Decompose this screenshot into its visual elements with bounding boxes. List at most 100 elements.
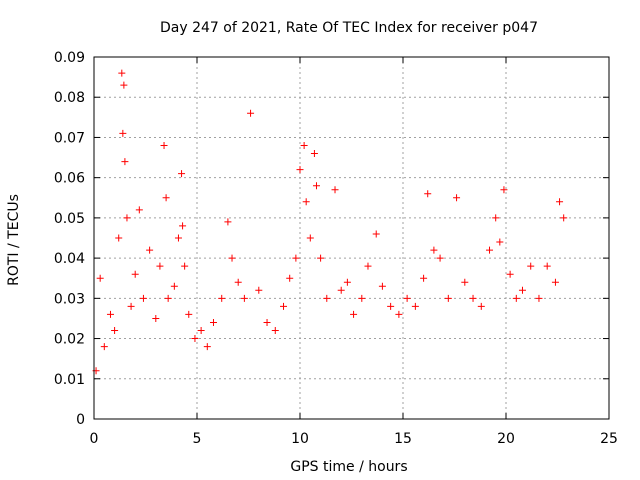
data-point: [228, 254, 236, 262]
data-point: [135, 206, 143, 214]
y-tick-label: 0.06: [54, 171, 85, 187]
data-point: [527, 262, 535, 270]
data-point: [372, 230, 380, 238]
data-point: [378, 282, 386, 290]
data-point: [280, 302, 288, 310]
data-point: [191, 335, 199, 343]
data-point: [395, 310, 403, 318]
data-point: [224, 218, 232, 226]
data-point: [331, 186, 339, 194]
data-point: [271, 327, 279, 335]
y-tick-label: 0.08: [54, 90, 85, 106]
data-point: [310, 150, 318, 158]
data-point: [234, 278, 242, 286]
data-point: [164, 294, 172, 302]
data-point: [123, 214, 131, 222]
y-tick-label: 0.07: [54, 130, 85, 146]
data-point: [477, 302, 485, 310]
data-point: [492, 214, 500, 222]
x-tick-label: 0: [90, 431, 99, 447]
data-point: [506, 270, 514, 278]
x-tick-label: 20: [497, 431, 515, 447]
y-tick-label: 0.02: [54, 332, 85, 348]
data-point: [247, 109, 255, 117]
data-point: [444, 294, 452, 302]
data-point: [106, 310, 114, 318]
data-point: [302, 198, 310, 206]
data-point: [500, 186, 508, 194]
data-point: [152, 314, 160, 322]
data-point: [323, 294, 331, 302]
data-point: [543, 262, 551, 270]
data-point: [146, 246, 154, 254]
data-point: [560, 214, 568, 222]
data-point: [496, 238, 504, 246]
data-point: [518, 286, 526, 294]
data-point: [403, 294, 411, 302]
data-point: [469, 294, 477, 302]
x-tick-label: 25: [600, 431, 618, 447]
chart-title: Day 247 of 2021, Rate Of TEC Index for r…: [160, 20, 538, 36]
data-point: [263, 318, 271, 326]
grid: [94, 57, 609, 419]
data-point: [350, 310, 358, 318]
y-tick-label: 0.03: [54, 291, 85, 307]
data-point: [436, 254, 444, 262]
data-point: [556, 198, 564, 206]
data-point: [139, 294, 147, 302]
data-point: [179, 222, 187, 230]
data-point: [512, 294, 520, 302]
data-point: [430, 246, 438, 254]
axis-ticks: 0 0.01 0.02 0.03 0.04 0.05 0.06 0.07 0.08 0.09 0 5 1…: [54, 50, 618, 447]
data-point: [535, 294, 543, 302]
data-point: [387, 302, 395, 310]
data-point: [364, 262, 372, 270]
data-point: [96, 274, 104, 282]
data-point: [121, 158, 129, 166]
data-point: [240, 294, 248, 302]
y-axis-label: ROTI / TECUs: [6, 194, 22, 286]
data-point: [178, 170, 186, 178]
data-point: [174, 234, 182, 242]
y-tick-label: 0: [76, 412, 85, 428]
data-point: [209, 318, 217, 326]
x-tick-label: 5: [193, 431, 202, 447]
x-tick-label: 10: [291, 431, 309, 447]
data-point: [343, 278, 351, 286]
data-point: [255, 286, 263, 294]
y-tick-label: 0.05: [54, 211, 85, 227]
data-point: [156, 262, 164, 270]
data-point: [127, 302, 135, 310]
data-point: [100, 343, 108, 351]
data-point: [358, 294, 366, 302]
data-point: [461, 278, 469, 286]
data-point: [411, 302, 419, 310]
data-point: [160, 141, 168, 149]
y-tick-label: 0.04: [54, 251, 85, 267]
data-point: [111, 327, 119, 335]
data-point: [286, 274, 294, 282]
data-point: [296, 166, 304, 174]
data-point: [424, 190, 432, 198]
data-point: [118, 69, 126, 77]
data-point: [119, 129, 127, 137]
data-point: [300, 141, 308, 149]
data-point: [181, 262, 189, 270]
data-point: [292, 254, 300, 262]
data-point: [486, 246, 494, 254]
data-point: [317, 254, 325, 262]
x-tick-label: 15: [394, 431, 412, 447]
data-point: [306, 234, 314, 242]
data-point: [203, 343, 211, 351]
data-point: [337, 286, 345, 294]
data-point: [453, 194, 461, 202]
data-point: [120, 81, 128, 89]
scatter-points: [92, 69, 568, 375]
data-point: [170, 282, 178, 290]
y-tick-label: 0.09: [54, 50, 85, 66]
data-point: [218, 294, 226, 302]
data-point: [312, 182, 320, 190]
data-point: [420, 274, 428, 282]
